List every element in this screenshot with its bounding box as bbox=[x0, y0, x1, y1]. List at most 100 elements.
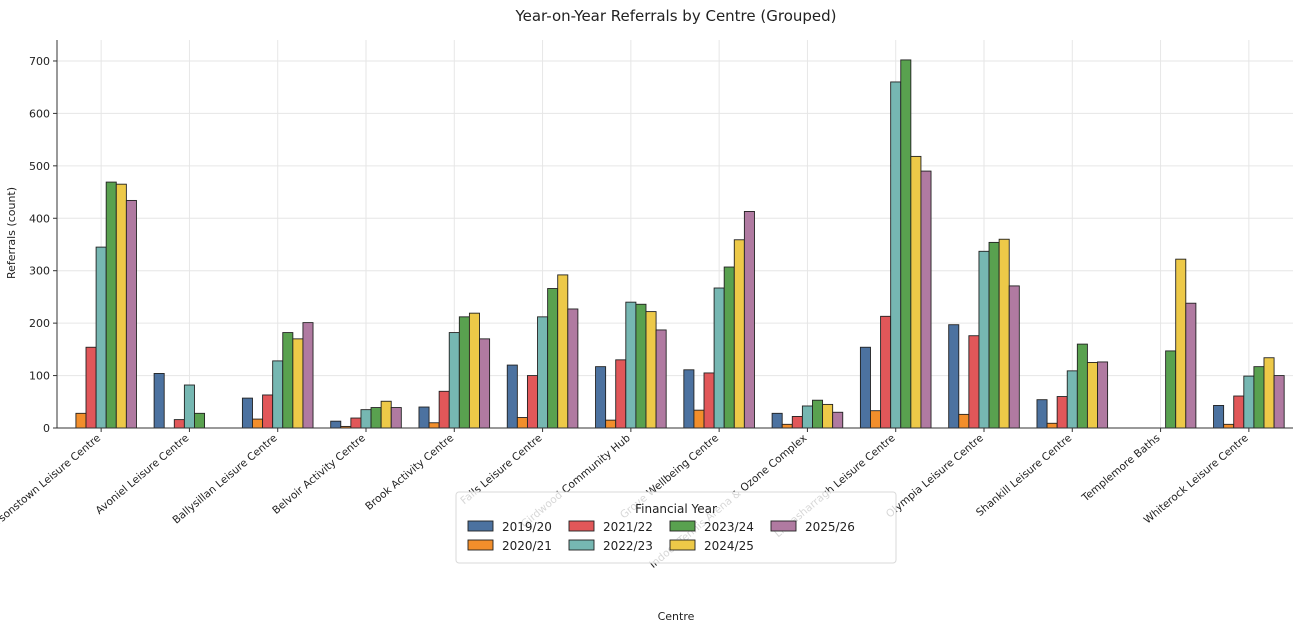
x-axis-label: Centre bbox=[658, 610, 695, 623]
bar bbox=[615, 359, 627, 429]
bar bbox=[1213, 405, 1225, 429]
legend-label: 2019/20 bbox=[502, 520, 552, 534]
legend-swatch bbox=[770, 520, 797, 532]
bar bbox=[713, 287, 725, 429]
bar bbox=[173, 419, 185, 429]
y-tick-label: 200 bbox=[29, 317, 50, 330]
bar bbox=[910, 155, 922, 429]
bar bbox=[605, 419, 617, 429]
legend-label: 2021/22 bbox=[603, 520, 653, 534]
bar bbox=[645, 311, 657, 429]
bar bbox=[115, 183, 127, 429]
bar bbox=[988, 241, 1000, 429]
x-tick-label: Ballysillan Leisure Centre bbox=[170, 432, 279, 526]
legend: Financial Year 2019/20 2020/21 2021/22 2022/… bbox=[455, 491, 897, 564]
bar bbox=[1008, 285, 1020, 429]
legend-swatch bbox=[467, 520, 494, 532]
bar bbox=[418, 406, 430, 429]
bar bbox=[194, 412, 206, 429]
bar bbox=[625, 301, 637, 429]
y-axis-label: Referrals (count) bbox=[5, 187, 18, 279]
bar bbox=[330, 420, 342, 429]
y-tick-label: 300 bbox=[29, 265, 50, 278]
legend-swatch bbox=[669, 539, 696, 551]
legend-label: 2020/21 bbox=[502, 539, 552, 553]
y-tick-label: 500 bbox=[29, 160, 50, 173]
bar bbox=[252, 418, 264, 429]
bar bbox=[880, 315, 892, 429]
bar bbox=[1185, 302, 1197, 429]
bar bbox=[723, 266, 735, 429]
bar bbox=[1076, 343, 1088, 429]
bar bbox=[655, 329, 667, 429]
legend-label: 2022/23 bbox=[603, 539, 653, 553]
bar bbox=[998, 238, 1010, 429]
legend-label: 2024/25 bbox=[704, 539, 754, 553]
bar bbox=[920, 170, 932, 429]
bar bbox=[370, 407, 382, 429]
bar bbox=[360, 409, 372, 429]
bar bbox=[978, 250, 990, 429]
bar bbox=[1086, 362, 1098, 429]
bar bbox=[183, 384, 195, 429]
bar bbox=[890, 81, 902, 429]
bar bbox=[781, 423, 793, 429]
bar bbox=[968, 335, 980, 429]
bar bbox=[282, 332, 294, 429]
legend-title: Financial Year bbox=[635, 502, 717, 516]
legend-swatch bbox=[568, 520, 595, 532]
bar bbox=[870, 410, 882, 429]
bar bbox=[468, 312, 480, 429]
bar bbox=[1165, 350, 1177, 429]
bar bbox=[428, 422, 440, 429]
bar bbox=[1273, 375, 1285, 429]
bar bbox=[350, 417, 362, 429]
bar bbox=[733, 239, 745, 429]
bar bbox=[380, 400, 392, 429]
bar bbox=[1243, 375, 1255, 429]
y-tick-label: 400 bbox=[29, 212, 50, 225]
bar bbox=[693, 409, 705, 429]
x-tick-label: Shankill Leisure Centre bbox=[974, 432, 1074, 519]
bar bbox=[635, 303, 647, 429]
y-tick-label: 100 bbox=[29, 370, 50, 383]
x-tick-label: Olympia Leisure Centre bbox=[884, 432, 986, 520]
bar bbox=[948, 324, 960, 429]
bar bbox=[262, 394, 274, 429]
legend-swatch bbox=[467, 539, 494, 551]
chart-title: Year-on-Year Referrals by Centre (Groupe… bbox=[514, 7, 836, 25]
bars bbox=[75, 59, 1285, 429]
bar bbox=[771, 412, 783, 429]
bar bbox=[567, 308, 579, 429]
legend-swatch bbox=[669, 520, 696, 532]
x-tick-label: Whiterock Leisure Centre bbox=[1142, 432, 1251, 526]
legend-swatch bbox=[568, 539, 595, 551]
bar bbox=[1175, 258, 1187, 429]
bar bbox=[958, 413, 970, 429]
bar bbox=[1223, 423, 1235, 429]
bar bbox=[1066, 370, 1078, 429]
x-tick-label: Brook Activity Centre bbox=[363, 432, 456, 513]
bar bbox=[1233, 395, 1245, 429]
legend-label: 2025/26 bbox=[805, 520, 855, 534]
bar bbox=[1263, 357, 1275, 429]
bar bbox=[683, 369, 695, 429]
bar bbox=[390, 407, 402, 429]
bar bbox=[595, 366, 607, 429]
bar bbox=[1097, 361, 1109, 429]
bar bbox=[75, 412, 87, 429]
y-tick-label: 600 bbox=[29, 107, 50, 120]
bar bbox=[703, 372, 715, 429]
bar bbox=[526, 375, 538, 429]
bar bbox=[153, 373, 165, 429]
bar bbox=[832, 411, 844, 429]
bar bbox=[801, 405, 813, 429]
bar bbox=[812, 399, 824, 429]
bar bbox=[458, 316, 470, 429]
bar bbox=[448, 332, 460, 429]
y-axis-ticks: 0 100 200 300 400 500 600 700 bbox=[29, 55, 57, 435]
legend-label: 2023/24 bbox=[704, 520, 754, 534]
bar bbox=[105, 181, 117, 429]
x-tick-label: Templemore Baths bbox=[1079, 432, 1162, 505]
bar bbox=[479, 338, 491, 429]
